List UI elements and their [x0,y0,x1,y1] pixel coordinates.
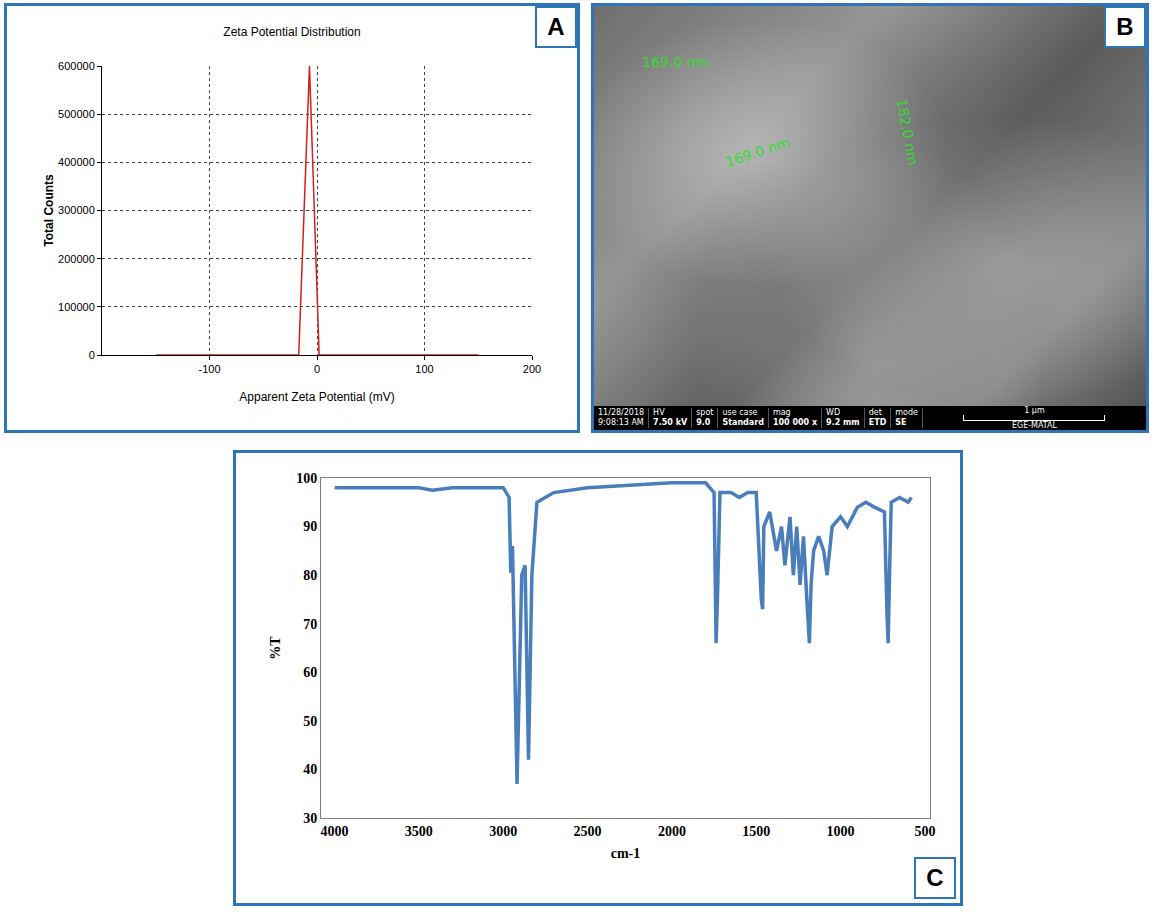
svg-text:0: 0 [89,349,95,361]
svg-text:50: 50 [303,714,317,729]
html-text:C: C [926,864,944,891]
svg-text:3500: 3500 [405,824,433,839]
html-text:100 000 x: 100 000 x [772,418,818,427]
html-text:9:08:13 AM: 9:08:13 AM [598,418,644,427]
html-text:EGE-MATAL: EGE-MATAL [1011,420,1057,430]
html-text:spot: spot [696,408,714,417]
html-text:WD: WD [826,408,841,417]
html-text:9.0: 9.0 [696,418,711,427]
svg-text:60: 60 [303,665,317,680]
svg-text:400000: 400000 [58,156,95,168]
svg-text:Apparent Zeta Potential (mV): Apparent Zeta Potential (mV) [239,390,394,404]
html-text:ETD: ETD [868,418,887,427]
svg-text:1000: 1000 [827,824,855,839]
svg-text:90: 90 [303,519,317,534]
svg-text:0: 0 [314,363,320,375]
svg-text:2000: 2000 [658,824,686,839]
svg-text:200000: 200000 [58,253,95,265]
svg-text:70: 70 [303,617,317,632]
svg-text:100: 100 [415,363,433,375]
html-text:A: A [547,13,565,40]
svg-text:cm-1: cm-1 [611,846,641,861]
svg-text:Total Counts: Total Counts [42,174,56,247]
html-text:HV: HV [653,408,665,417]
html-text:det: det [868,408,882,417]
html-text:SE: SE [895,418,907,427]
svg-text:1500: 1500 [742,824,770,839]
svg-text:3000: 3000 [489,824,517,839]
svg-text:80: 80 [303,568,317,583]
html-text:7.50 kV: 7.50 kV [653,418,688,427]
svg-text:100000: 100000 [58,301,95,313]
svg-text:300000: 300000 [58,204,95,216]
svg-text:600000: 600000 [58,60,95,72]
html-text:182.0 nm: 182.0 nm [893,97,922,167]
svg-text:-100: -100 [198,363,220,375]
html-text:mag: mag [772,408,791,417]
html-text:169.0 nm: 169.0 nm [723,134,792,170]
svg-text:30: 30 [303,811,317,826]
html-text:use case: use case [722,408,758,417]
svg-text:2500: 2500 [574,824,602,839]
html-text:11/28/2018: 11/28/2018 [598,408,645,417]
svg-text:500000: 500000 [58,108,95,120]
svg-text:500: 500 [914,824,935,839]
svg-text:Zeta Potential Distribution: Zeta Potential Distribution [223,25,360,39]
html-text:Standard: Standard [722,418,764,427]
html-text:169.0 nm: 169.0 nm [642,54,709,70]
html-text:B: B [1116,13,1134,40]
html-text:9.2 mm: 9.2 mm [826,418,860,427]
svg-text:100: 100 [296,471,317,486]
svg-text:%T: %T [268,636,283,660]
svg-text:4000: 4000 [321,824,349,839]
svg-text:40: 40 [303,762,317,777]
svg-text:200: 200 [523,363,541,375]
html-text:mode: mode [895,408,918,417]
html-text:1 μm: 1 μm [1024,405,1045,415]
